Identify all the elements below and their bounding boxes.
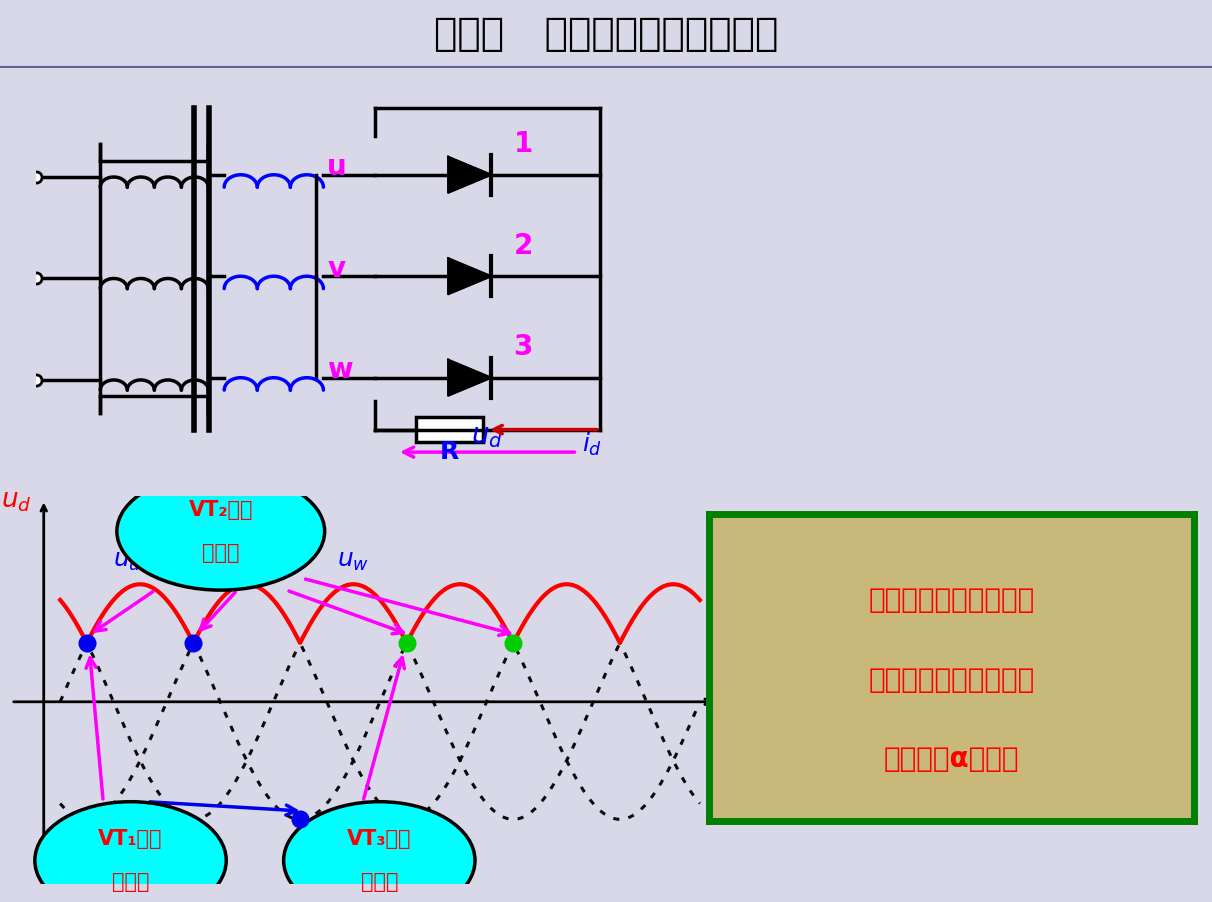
Text: 第一节   三相半波可控整流电路: 第一节 三相半波可控整流电路 bbox=[434, 14, 778, 53]
Text: 3: 3 bbox=[514, 333, 533, 361]
Polygon shape bbox=[448, 157, 491, 193]
Text: w: w bbox=[327, 356, 353, 384]
Text: 角起点: 角起点 bbox=[112, 871, 149, 891]
Text: $i_d$: $i_d$ bbox=[582, 431, 602, 458]
Ellipse shape bbox=[35, 802, 227, 902]
Text: $u_w$: $u_w$ bbox=[337, 548, 370, 573]
Polygon shape bbox=[448, 258, 491, 294]
Text: 路控制角α的起点: 路控制角α的起点 bbox=[884, 745, 1019, 774]
Text: $u_d$: $u_d$ bbox=[1, 488, 32, 514]
Text: VT₂控制: VT₂控制 bbox=[189, 501, 253, 520]
Text: u: u bbox=[327, 153, 347, 181]
Text: VT₁控制: VT₁控制 bbox=[98, 829, 162, 850]
Text: VT₃控制: VT₃控制 bbox=[347, 829, 412, 850]
Text: 角起点: 角起点 bbox=[202, 542, 240, 563]
Text: 换相点就是可控整流电: 换相点就是可控整流电 bbox=[868, 666, 1035, 694]
Polygon shape bbox=[448, 360, 491, 396]
Text: $u_v$: $u_v$ bbox=[230, 548, 258, 573]
Text: $\omega t$: $\omega t$ bbox=[727, 675, 759, 698]
Ellipse shape bbox=[284, 802, 475, 902]
Ellipse shape bbox=[116, 473, 325, 590]
Text: 角起点: 角起点 bbox=[360, 871, 398, 891]
Text: R: R bbox=[440, 440, 459, 464]
Text: $u_d$: $u_d$ bbox=[471, 422, 503, 450]
Text: v: v bbox=[327, 255, 345, 283]
Text: 1: 1 bbox=[514, 130, 533, 158]
Text: 不可控整流电路的自然: 不可控整流电路的自然 bbox=[868, 586, 1035, 614]
FancyBboxPatch shape bbox=[416, 417, 484, 442]
Text: $u_u$: $u_u$ bbox=[113, 548, 141, 573]
Text: 2: 2 bbox=[514, 232, 533, 260]
